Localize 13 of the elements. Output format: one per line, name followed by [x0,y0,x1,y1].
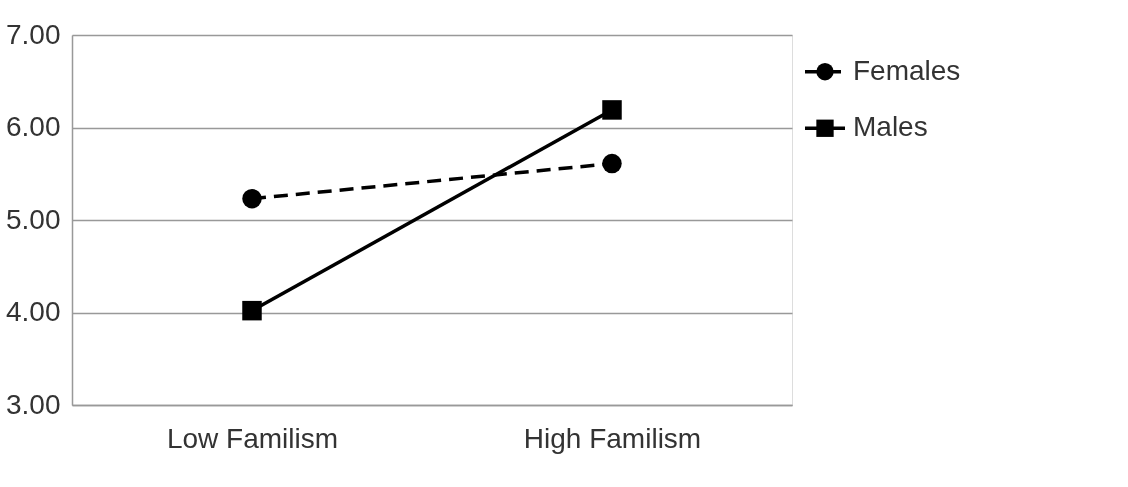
x-tick-label: High Familism [523,422,702,454]
point [242,189,262,209]
y-tick-label: 6.00 [6,111,61,142]
point [602,100,622,120]
x-tick-label: Low Familism [166,422,339,454]
y-tick-label: 3.00 [6,388,61,420]
legend-label: Males [853,111,928,143]
y-tick-label: 7.00 [6,18,61,50]
y-tick-label: 5.00 [6,203,61,235]
y-tick-label: 4.00 [6,296,61,327]
legend-label: Females [853,54,961,86]
point [242,300,262,321]
point [602,153,622,174]
